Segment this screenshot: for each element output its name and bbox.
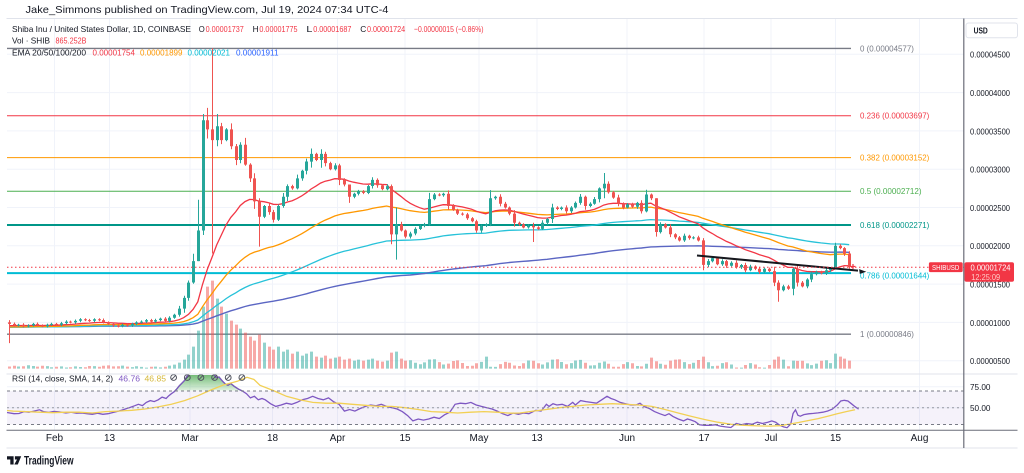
svg-text:15: 15 — [399, 433, 411, 444]
svg-text:−0.00000015 (−0.86%): −0.00000015 (−0.86%) — [414, 24, 484, 34]
svg-text:0.00001724: 0.00001724 — [971, 263, 1011, 273]
svg-text:0.382 (0.00003152): 0.382 (0.00003152) — [860, 154, 930, 163]
svg-text:Mar: Mar — [181, 433, 199, 444]
svg-text:0.00003000: 0.00003000 — [970, 166, 1010, 175]
svg-text:Jun: Jun — [619, 433, 635, 444]
svg-text:Vol · SHIB: Vol · SHIB — [12, 36, 50, 46]
svg-text:O: O — [199, 24, 205, 34]
svg-text:L: L — [306, 24, 312, 34]
svg-text:USD: USD — [974, 25, 988, 35]
svg-text:0.236 (0.00003697): 0.236 (0.00003697) — [860, 112, 930, 121]
svg-text:EMA 20/50/100/200: EMA 20/50/100/200 — [12, 48, 86, 58]
svg-text:12:25:09: 12:25:09 — [971, 272, 1000, 282]
svg-text:15: 15 — [830, 433, 842, 444]
svg-text:0.00001724: 0.00001724 — [367, 24, 405, 34]
svg-text:0.00004500: 0.00004500 — [970, 51, 1010, 60]
svg-text:0.618 (0.00002271): 0.618 (0.00002271) — [860, 221, 930, 230]
svg-text:0.00000500: 0.00000500 — [970, 357, 1010, 366]
svg-text:0.00001899: 0.00001899 — [140, 48, 183, 58]
svg-text:0.786 (0.00001644): 0.786 (0.00001644) — [860, 271, 930, 280]
svg-text:46.85: 46.85 — [145, 374, 167, 384]
svg-text:0.00001000: 0.00001000 — [970, 319, 1010, 328]
svg-text:0.00002021: 0.00002021 — [188, 48, 231, 58]
svg-text:865.252B: 865.252B — [56, 36, 87, 46]
svg-text:17: 17 — [698, 433, 710, 444]
svg-text:Shiba Inu / United States Doll: Shiba Inu / United States Dollar, 1D, CO… — [12, 24, 191, 34]
svg-text:C: C — [360, 24, 366, 34]
svg-text:SHIBUSD: SHIBUSD — [932, 263, 959, 272]
svg-text:50.00: 50.00 — [970, 404, 991, 413]
svg-text:18: 18 — [267, 433, 279, 444]
svg-text:0.00002000: 0.00002000 — [970, 242, 1010, 251]
svg-text:0.00001911: 0.00001911 — [236, 48, 279, 58]
svg-text:13: 13 — [104, 433, 116, 444]
svg-text:RSI (14, close, SMA, 14, 2): RSI (14, close, SMA, 14, 2) — [12, 374, 113, 384]
svg-text:0.00004000: 0.00004000 — [970, 89, 1010, 98]
svg-text:0.00001687: 0.00001687 — [313, 24, 351, 34]
svg-text:0.00003500: 0.00003500 — [970, 127, 1010, 136]
svg-text:75.00: 75.00 — [970, 383, 991, 392]
svg-text:0.00001775: 0.00001775 — [259, 24, 297, 34]
svg-text:13: 13 — [531, 433, 543, 444]
svg-text:0.00001737: 0.00001737 — [206, 24, 244, 34]
svg-text:0.00002500: 0.00002500 — [970, 204, 1010, 213]
svg-text:Jul: Jul — [765, 433, 778, 444]
svg-text:0.00001500: 0.00001500 — [970, 281, 1010, 290]
svg-text:TradingView: TradingView — [24, 453, 74, 467]
svg-text:Aug: Aug — [911, 433, 929, 444]
svg-text:1 (0.00000846): 1 (0.00000846) — [860, 330, 914, 339]
svg-text:46.76: 46.76 — [119, 374, 141, 384]
svg-text:Feb: Feb — [46, 433, 64, 444]
svg-text:0.5 (0.00002712): 0.5 (0.00002712) — [860, 187, 922, 196]
svg-text:H: H — [253, 24, 259, 34]
svg-text:May: May — [470, 433, 489, 444]
svg-text:Apr: Apr — [330, 433, 346, 444]
svg-text:Jake_Simmons published on Trad: Jake_Simmons published on TradingView.co… — [26, 5, 389, 16]
svg-text:0 (0.00004577): 0 (0.00004577) — [860, 44, 914, 53]
svg-text:0.00001754: 0.00001754 — [93, 48, 136, 58]
